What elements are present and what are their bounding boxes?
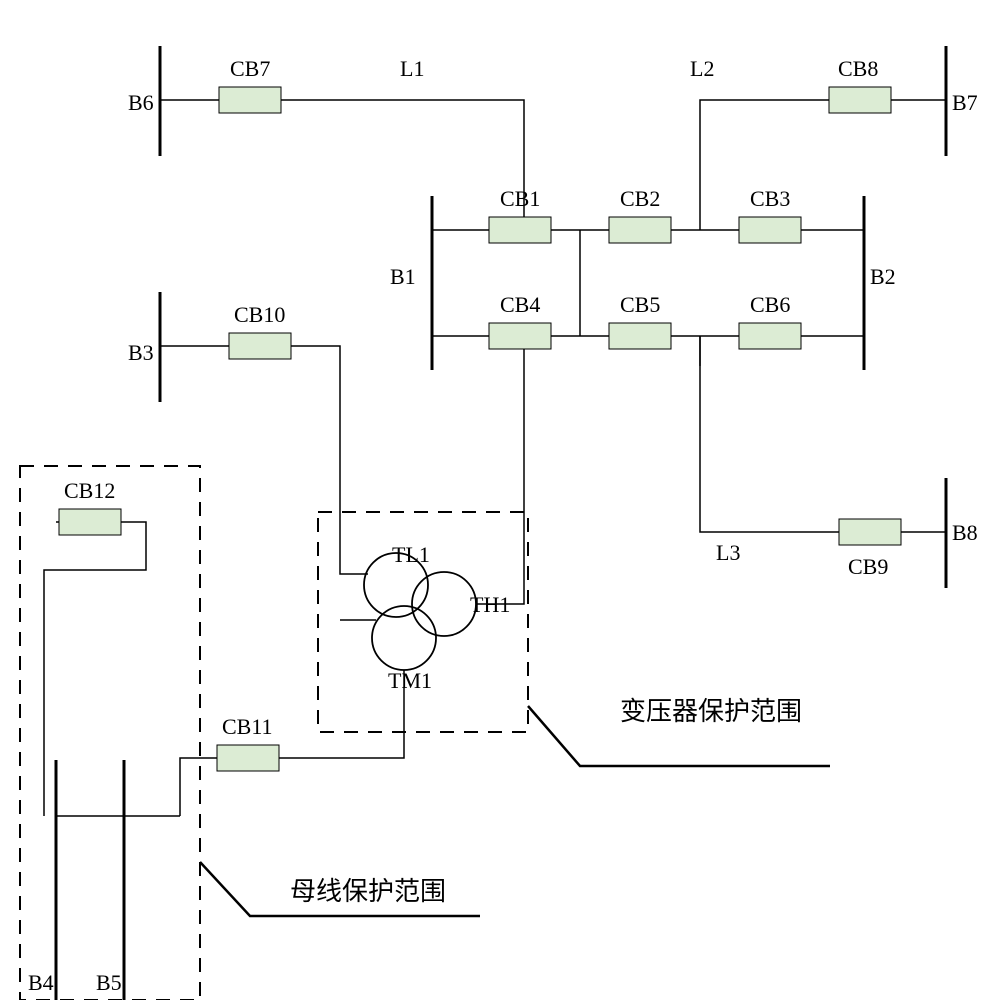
annotation-busbar-range: 母线保护范围 [290, 877, 446, 906]
breaker-label-CB6: CB6 [750, 292, 790, 317]
bus-label-B2: B2 [870, 264, 896, 289]
breaker-CB9 [839, 519, 901, 545]
breaker-CB10 [229, 333, 291, 359]
breaker-label-CB10: CB10 [234, 302, 285, 327]
breaker-CB2 [609, 217, 671, 243]
bus-label-B8: B8 [952, 520, 978, 545]
breaker-label-CB7: CB7 [230, 56, 270, 81]
line-label-L1: L1 [400, 56, 424, 81]
line-label-L2: L2 [690, 56, 714, 81]
bus-label-B3: B3 [128, 340, 154, 365]
line-label-L3: L3 [716, 540, 740, 565]
canvas-bg [0, 0, 985, 1000]
breaker-label-CB9: CB9 [848, 554, 888, 579]
breaker-label-CB8: CB8 [838, 56, 878, 81]
annotation-transformer-range: 变压器保护范围 [620, 697, 802, 726]
breaker-CB3 [739, 217, 801, 243]
tl1-label: TL1 [392, 542, 430, 567]
breaker-CB4 [489, 323, 551, 349]
bus-label-B7: B7 [952, 90, 978, 115]
bus-label-B6: B6 [128, 90, 154, 115]
breaker-label-CB12: CB12 [64, 478, 115, 503]
tm1-label: TM1 [388, 668, 432, 693]
bus-label-B4: B4 [28, 970, 54, 995]
bus-label-B5: B5 [96, 970, 122, 995]
breaker-label-CB1: CB1 [500, 186, 540, 211]
bus-label-B1: B1 [390, 264, 416, 289]
breaker-CB8 [829, 87, 891, 113]
breaker-CB1 [489, 217, 551, 243]
breaker-label-CB2: CB2 [620, 186, 660, 211]
breaker-CB7 [219, 87, 281, 113]
breaker-CB12 [59, 509, 121, 535]
breaker-label-CB11: CB11 [222, 714, 273, 739]
breaker-label-CB4: CB4 [500, 292, 540, 317]
breaker-CB6 [739, 323, 801, 349]
th1-label: TH1 [470, 592, 510, 617]
breaker-label-CB5: CB5 [620, 292, 660, 317]
breaker-CB5 [609, 323, 671, 349]
breaker-label-CB3: CB3 [750, 186, 790, 211]
breaker-CB11 [217, 745, 279, 771]
